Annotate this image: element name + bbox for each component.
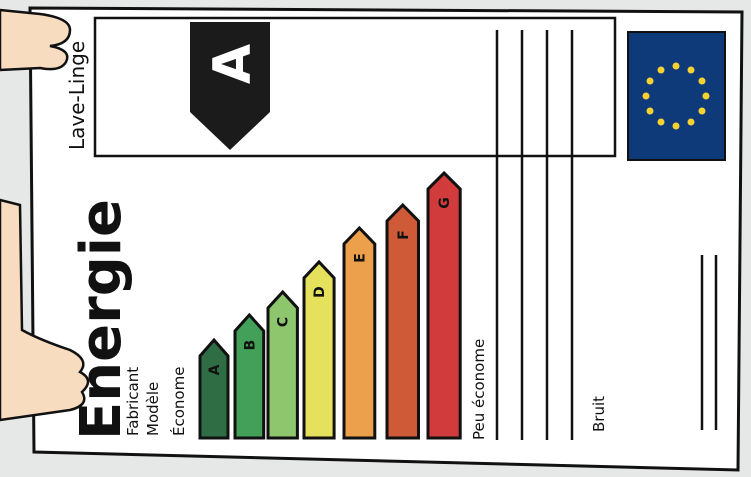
- star: [642, 92, 650, 100]
- star: [657, 118, 665, 126]
- hand-top: [0, 8, 72, 72]
- eu-stars: [642, 62, 710, 130]
- grade-letter: A: [207, 364, 223, 375]
- star: [698, 107, 706, 115]
- grade-letter: D: [312, 286, 328, 298]
- grade-letter: E: [352, 253, 368, 263]
- star: [672, 62, 680, 70]
- star: [687, 66, 695, 74]
- star: [657, 66, 665, 74]
- grade-bar: [233, 312, 266, 440]
- rating-box: [93, 16, 617, 158]
- noise-label: Bruit: [590, 396, 608, 432]
- efficient-label: Économe: [169, 367, 188, 436]
- hand-bottom: [0, 198, 90, 422]
- grade-bar: [198, 337, 230, 440]
- grade-bar: [302, 259, 336, 440]
- inefficient-label: Peu économe: [470, 339, 488, 440]
- title: Energie: [69, 199, 134, 440]
- grade-letter: B: [242, 340, 258, 351]
- field-model: Modèle: [144, 382, 162, 436]
- grade-bar: [426, 170, 462, 440]
- star: [672, 122, 680, 130]
- rating-arrow: [190, 22, 270, 150]
- star: [698, 77, 706, 85]
- grade-letter: G: [437, 197, 453, 209]
- table-lines: [495, 30, 718, 440]
- star: [687, 118, 695, 126]
- grade-bar: [385, 202, 420, 440]
- grade-bar: [342, 225, 377, 440]
- grade-letter: F: [396, 230, 412, 240]
- grade-bars: A B C D E F G: [198, 170, 462, 440]
- star: [702, 92, 710, 100]
- star: [646, 77, 654, 85]
- grade-letter: C: [276, 317, 292, 327]
- grade-bar: [266, 289, 299, 440]
- star: [646, 107, 654, 115]
- field-manufacturer: Fabricant: [124, 367, 142, 436]
- rating-letter: A: [203, 44, 263, 84]
- product-name: Lave-Linge: [65, 41, 89, 150]
